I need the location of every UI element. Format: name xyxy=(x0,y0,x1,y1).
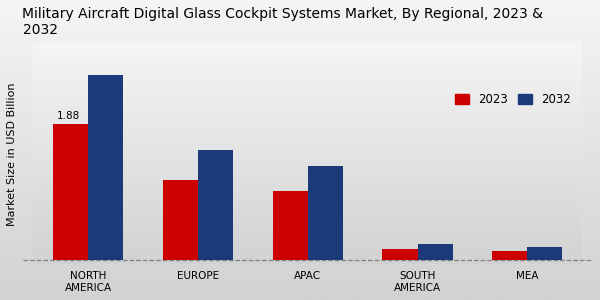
Text: 1.88: 1.88 xyxy=(57,111,80,121)
Bar xyxy=(527,247,562,260)
Bar xyxy=(492,251,527,260)
Legend: 2023, 2032: 2023, 2032 xyxy=(450,88,576,111)
Bar xyxy=(382,249,418,260)
Bar xyxy=(198,150,233,260)
Bar xyxy=(163,180,198,260)
Bar xyxy=(88,75,124,260)
Bar xyxy=(272,191,308,260)
Bar xyxy=(53,124,88,260)
Bar xyxy=(418,244,452,260)
Y-axis label: Market Size in USD Billion: Market Size in USD Billion xyxy=(7,82,17,226)
Bar xyxy=(308,166,343,260)
Text: Military Aircraft Digital Glass Cockpit Systems Market, By Regional, 2023 &
2032: Military Aircraft Digital Glass Cockpit … xyxy=(23,7,544,37)
